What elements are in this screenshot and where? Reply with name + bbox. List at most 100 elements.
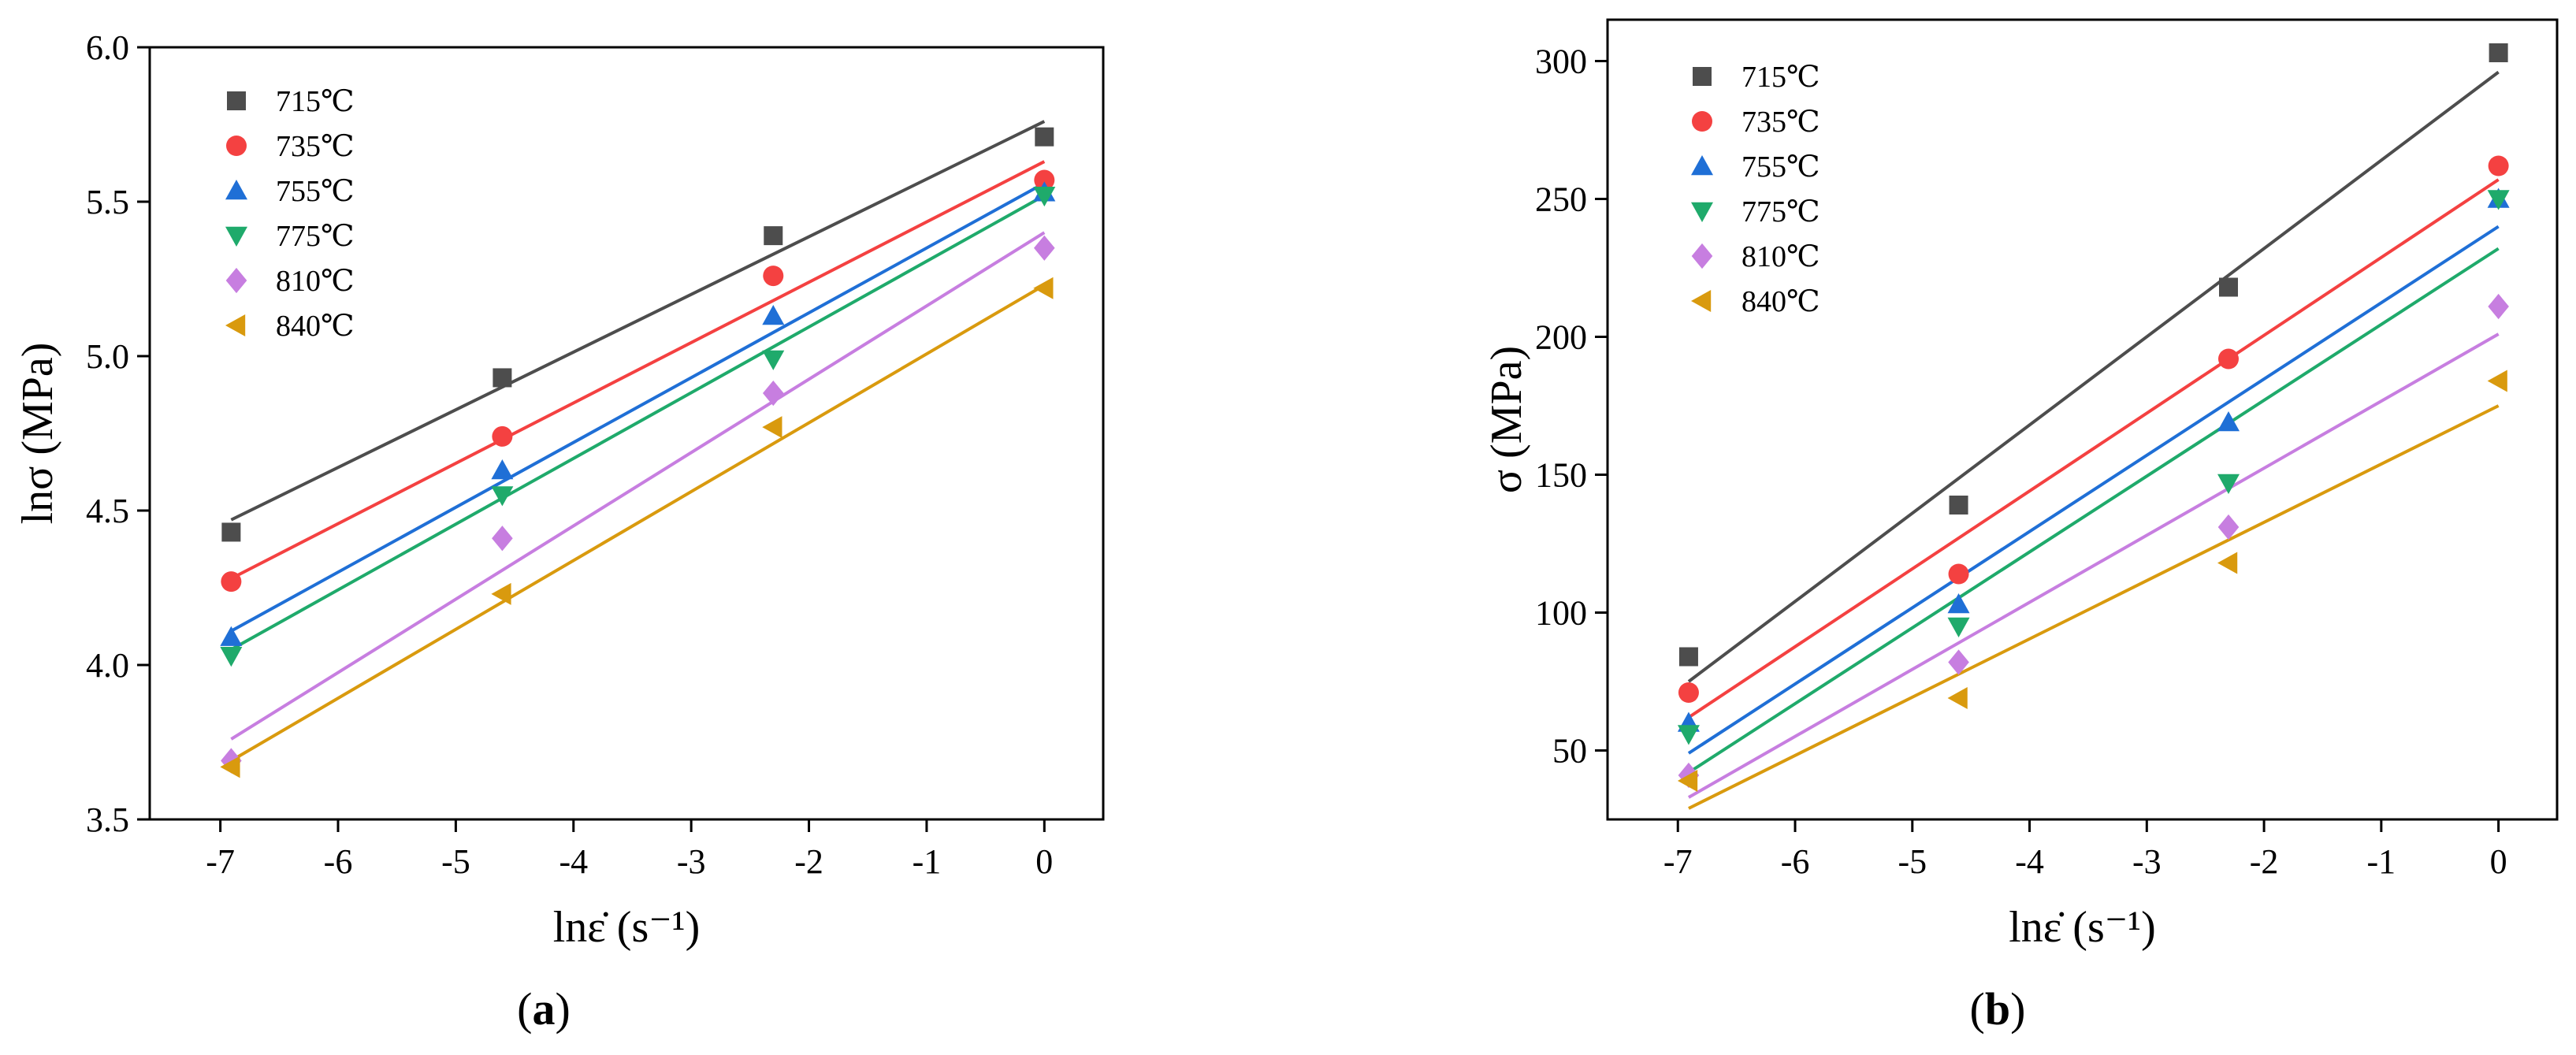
legend-marker bbox=[226, 136, 247, 156]
data-point bbox=[220, 647, 243, 667]
data-point bbox=[1947, 593, 1970, 614]
legend-label: 735℃ bbox=[1741, 106, 1820, 139]
plot-frame bbox=[1606, 18, 2559, 821]
data-point bbox=[2217, 411, 2240, 432]
fit-line bbox=[230, 120, 1046, 522]
legend-label: 810℃ bbox=[1741, 240, 1820, 273]
data-point bbox=[2217, 552, 2238, 574]
legend-marker bbox=[1691, 243, 1713, 269]
x-tick-label: -6 bbox=[324, 842, 353, 881]
data-point bbox=[762, 305, 785, 325]
legend-marker bbox=[1691, 155, 1713, 176]
data-point bbox=[491, 459, 514, 480]
fit-line bbox=[230, 194, 1046, 652]
data-point bbox=[2489, 43, 2508, 62]
data-point bbox=[2488, 293, 2509, 320]
data-point bbox=[2219, 277, 2239, 297]
legend-label: 755℃ bbox=[1741, 150, 1820, 184]
legend-label: 715℃ bbox=[1741, 61, 1820, 94]
legend-label: 715℃ bbox=[276, 85, 355, 118]
fit-line bbox=[1687, 225, 2500, 755]
y-tick-label: 4.5 bbox=[86, 492, 129, 530]
legend-marker bbox=[225, 226, 247, 247]
legend-label: 840℃ bbox=[276, 310, 355, 343]
x-tick-label: -2 bbox=[794, 842, 823, 881]
data-point bbox=[2218, 348, 2240, 370]
data-point bbox=[221, 522, 241, 542]
legend-marker bbox=[1692, 111, 1712, 132]
plot-frame bbox=[148, 46, 1105, 821]
data-point bbox=[493, 368, 512, 388]
legend-marker bbox=[1691, 202, 1713, 222]
data-point bbox=[220, 626, 243, 646]
data-point bbox=[2488, 155, 2509, 176]
data-point bbox=[1947, 687, 1968, 709]
data-point bbox=[492, 425, 513, 447]
data-point bbox=[2217, 474, 2240, 494]
x-tick-label: -7 bbox=[1663, 842, 1693, 881]
x-tick-label: -4 bbox=[559, 842, 588, 881]
y-tick-label: 6.0 bbox=[86, 28, 129, 67]
data-point bbox=[1033, 186, 1056, 207]
data-point bbox=[2487, 370, 2507, 392]
y-tick-label: 150 bbox=[1535, 456, 1587, 495]
data-point bbox=[764, 226, 783, 246]
data-point bbox=[762, 350, 785, 370]
legend-marker bbox=[225, 267, 247, 294]
data-point bbox=[2217, 514, 2240, 541]
data-point bbox=[1035, 127, 1054, 147]
data-point bbox=[762, 416, 782, 439]
fit-line bbox=[230, 181, 1046, 633]
legend-label: 775℃ bbox=[276, 220, 355, 253]
legend-label: 735℃ bbox=[276, 130, 355, 163]
fit-line bbox=[1687, 332, 2500, 799]
x-tick-label: -3 bbox=[677, 842, 706, 881]
data-point bbox=[1948, 563, 1969, 585]
data-point bbox=[1678, 647, 1698, 667]
y-tick-label: 5.5 bbox=[86, 183, 129, 221]
panel-label: (a) bbox=[517, 983, 571, 1035]
x-tick-label: -7 bbox=[206, 842, 235, 881]
x-tick-label: 0 bbox=[2490, 842, 2507, 881]
fit-line bbox=[1687, 247, 2500, 775]
legend-marker bbox=[1691, 290, 1712, 312]
x-axis-label: lnε̇ (s⁻¹) bbox=[553, 903, 701, 952]
data-point bbox=[491, 486, 514, 507]
data-point bbox=[1947, 617, 1970, 637]
data-point bbox=[220, 756, 240, 778]
fit-line bbox=[230, 284, 1046, 763]
legend-label: 810℃ bbox=[276, 265, 355, 298]
x-tick-label: -4 bbox=[2015, 842, 2044, 881]
x-tick-label: -3 bbox=[2132, 842, 2162, 881]
chart-panel-a: -7 -6 -5 -4 -3 -2 -1 0 3.5 4.0 4.5 5.0 5.5 6.0 lnε̇ (s… bbox=[13, 28, 1105, 1035]
x-tick-label: -2 bbox=[2250, 842, 2279, 881]
fit-line bbox=[230, 160, 1046, 581]
x-tick-label: -1 bbox=[2367, 842, 2396, 881]
data-point bbox=[1034, 235, 1055, 261]
legend-label: 755℃ bbox=[276, 175, 355, 208]
x-axis-label: lnε̇ (s⁻¹) bbox=[2009, 903, 2156, 952]
data-point bbox=[763, 266, 784, 287]
data-point bbox=[2487, 190, 2510, 210]
x-tick-label: -5 bbox=[1898, 842, 1927, 881]
data-point bbox=[1678, 682, 1699, 703]
panel-label: (b) bbox=[1970, 983, 2026, 1035]
data-point bbox=[491, 582, 511, 605]
fit-line bbox=[1688, 404, 2500, 810]
legend-marker bbox=[1693, 67, 1712, 86]
y-axis-label: σ (MPa) bbox=[1482, 346, 1531, 493]
x-tick-label: -5 bbox=[441, 842, 470, 881]
y-tick-label: 250 bbox=[1535, 180, 1587, 219]
y-tick-label: 300 bbox=[1535, 43, 1587, 81]
data-point bbox=[1677, 770, 1698, 792]
legend-marker bbox=[227, 91, 246, 110]
legend-label: 775℃ bbox=[1741, 195, 1820, 228]
data-point bbox=[762, 380, 784, 407]
legend-marker bbox=[225, 314, 246, 336]
fit-line bbox=[1687, 178, 2500, 719]
y-tick-label: 5.0 bbox=[86, 337, 129, 376]
data-point bbox=[1034, 169, 1055, 191]
fit-line bbox=[230, 231, 1046, 741]
y-tick-label: 200 bbox=[1535, 318, 1587, 357]
